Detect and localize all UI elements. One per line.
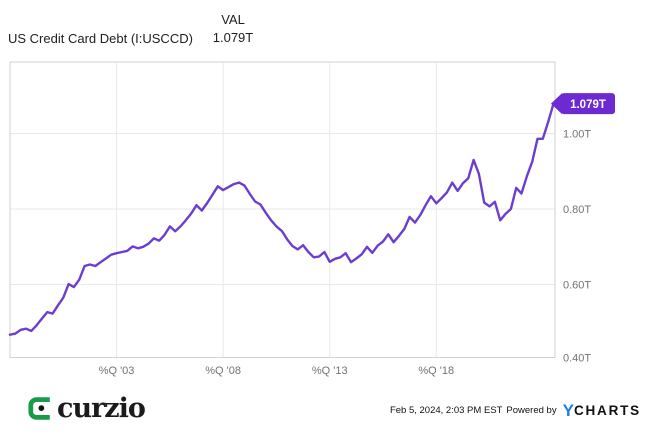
debt-line-chart: 1.00T 0.80T 0.60T 0.40T %Q '03 %Q '08 %Q '13 %Q… <box>8 61 615 377</box>
attribution-bar: Feb 5, 2024, 2:03 PM EST Powered by Y CH… <box>390 402 641 419</box>
curzio-logo-icon <box>28 396 50 420</box>
ycharts-logo[interactable]: Y CHARTS <box>563 402 641 419</box>
last-value-badge-label: 1.079T <box>570 99 606 111</box>
curzio-logo-text: curzio <box>57 392 146 424</box>
last-value-badge-arrow <box>551 93 562 115</box>
chart-title: US Credit Card Debt (I:USCCD) <box>8 31 193 46</box>
curzio-logo[interactable]: curzio <box>27 392 146 424</box>
last-value-badge <box>561 93 615 115</box>
y-axis-label: 0.40T <box>563 353 591 365</box>
timestamp: Feb 5, 2024, 2:03 PM EST <box>389 405 503 416</box>
y-axis-label: 0.80T <box>563 204 591 216</box>
ycharts-logo-y: Y <box>562 401 574 420</box>
ycharts-logo-text: CHARTS <box>573 402 641 418</box>
val-current-value: 1.079T <box>212 30 254 45</box>
y-axis-label: 0.60T <box>563 280 591 292</box>
value-column: VAL 1.079T <box>199 12 267 45</box>
val-column-header: VAL <box>221 12 245 27</box>
x-axis-label: %Q '08 <box>205 365 241 377</box>
plot-border <box>9 61 556 358</box>
x-axis-label: %Q '18 <box>418 365 454 377</box>
debt-line <box>8 102 555 336</box>
x-axis-label: %Q '03 <box>99 365 135 377</box>
powered-by-label: Powered by <box>506 405 557 416</box>
y-axis-label: 1.00T <box>563 129 591 141</box>
x-axis-label: %Q '13 <box>312 365 348 377</box>
